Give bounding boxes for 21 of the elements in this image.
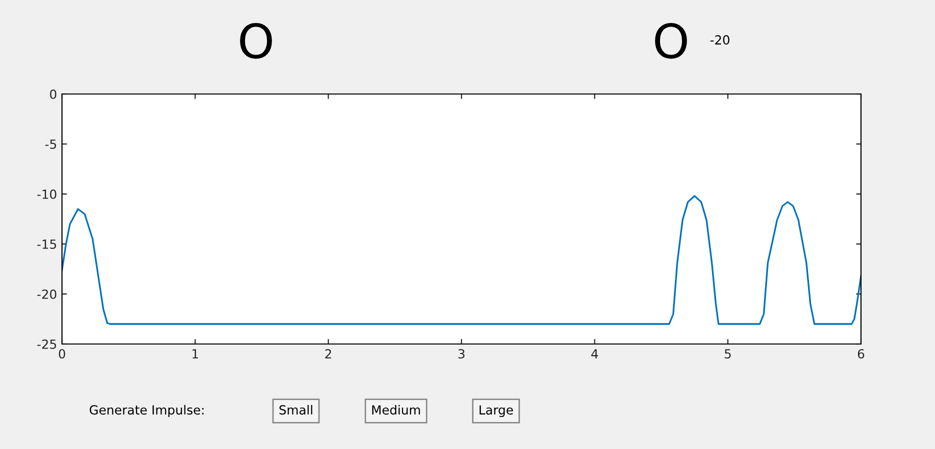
y-tick-label: -25: [37, 339, 56, 349]
text: O: [240, 22, 272, 59]
x-tick-label: 3: [458, 349, 464, 359]
x-tick-label: 2: [325, 349, 332, 358]
y-tick-label: -10: [37, 189, 56, 199]
y-tick-label: -5: [45, 140, 56, 149]
x-tick-label: 5: [724, 349, 731, 359]
y-tick-label: -15: [37, 240, 56, 249]
text: -20: [710, 35, 730, 45]
text: O: [655, 22, 687, 59]
x-tick-label: 4: [591, 349, 598, 358]
x-tick-label: 6: [858, 349, 864, 359]
y-tick-label: 0: [50, 89, 56, 99]
line-series: [62, 195, 861, 325]
x-tick-label: 0: [58, 349, 66, 359]
text: Small: [279, 404, 312, 415]
text: Medium: [372, 404, 420, 415]
y-tick-label: -20: [37, 289, 56, 299]
text: Large: [480, 405, 513, 418]
x-tick-label: 1: [192, 349, 198, 358]
text: Generate Impulse:: [90, 404, 204, 418]
